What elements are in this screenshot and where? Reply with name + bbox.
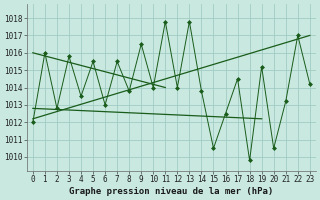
X-axis label: Graphe pression niveau de la mer (hPa): Graphe pression niveau de la mer (hPa): [69, 187, 274, 196]
